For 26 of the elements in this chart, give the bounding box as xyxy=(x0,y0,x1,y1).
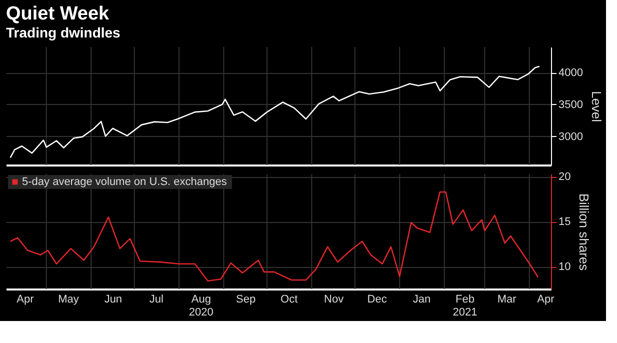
x-tick-label: Apr xyxy=(16,294,34,306)
y-tick-label: 3500 xyxy=(558,98,583,111)
line-series xyxy=(10,66,540,158)
x-tick-label: Feb 2021 xyxy=(452,294,478,318)
chart-subtitle: Trading dwindles xyxy=(6,24,121,40)
legend-label: 5-day average volume on U.S. exchanges xyxy=(22,176,228,188)
x-tick-label: Jan xyxy=(412,294,431,306)
y-tick-label: 3000 xyxy=(558,130,583,143)
x-tick-label: Jul xyxy=(149,294,164,306)
x-tick-label: Aug 2020 xyxy=(188,294,214,318)
x-tick-label: Jun xyxy=(104,294,122,306)
x-tick-label: Oct xyxy=(280,294,298,306)
chart-title: Quiet Week xyxy=(6,4,110,24)
x-tick-label: Apr xyxy=(537,294,555,306)
x-tick-label: Mar xyxy=(497,294,517,306)
y-axis-title: Level xyxy=(588,90,604,122)
y-axis-title: Billion shares xyxy=(576,193,592,272)
y-tick-label: 4000 xyxy=(558,67,583,80)
y-tick-label: 20 xyxy=(558,171,571,184)
x-tick-label: Dec xyxy=(367,294,388,306)
x-tick-label: Nov xyxy=(324,294,344,306)
x-tick-label: Sep xyxy=(236,294,256,306)
line-series xyxy=(10,191,539,282)
x-tick-label: May xyxy=(58,294,80,306)
y-tick-label: 10 xyxy=(558,261,571,274)
y-tick-label: 15 xyxy=(558,216,571,228)
